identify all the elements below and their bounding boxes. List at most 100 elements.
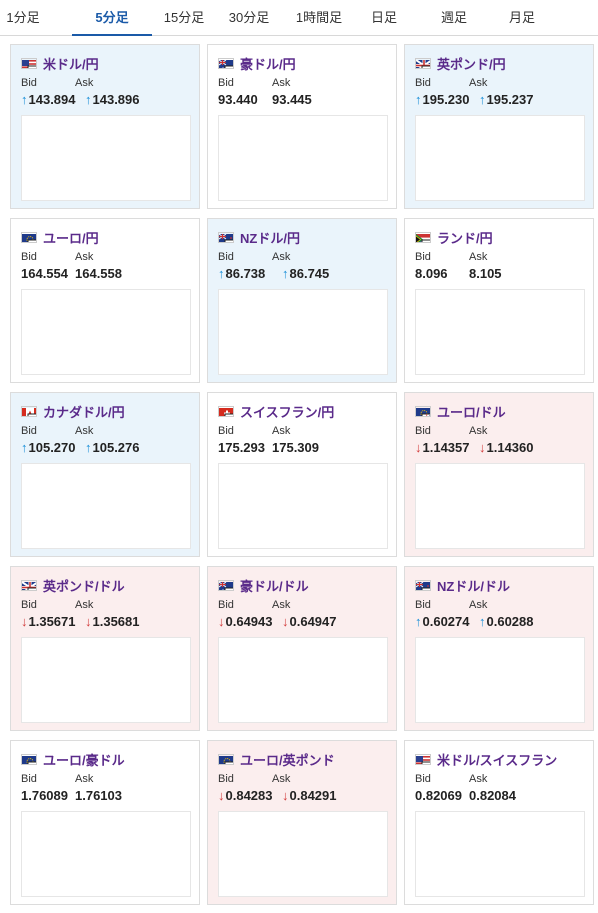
- ask-value: 1.76103: [75, 788, 122, 803]
- candlestick-chart[interactable]: [21, 637, 191, 723]
- candlestick-chart[interactable]: [415, 637, 585, 723]
- plot-frame: [224, 587, 233, 590]
- rate-card[interactable]: 0.84340.84320.8430.84289:4510:4511:45 ユーロ…: [207, 740, 397, 905]
- flag-us-icon: 0.82050.820.81959:4510:4511:45: [415, 753, 431, 765]
- flag-eu-icon: 0.84340.84320.8430.84289:4510:4511:45: [218, 753, 234, 765]
- tab-1時間足[interactable]: 1時間足: [295, 10, 343, 25]
- pair-title[interactable]: 164.6164.5164.49:4510:4511:45 ユーロ/円: [21, 229, 99, 246]
- tab-15分足[interactable]: 15分足: [163, 10, 205, 25]
- tab-1分足[interactable]: 1分足: [6, 10, 40, 25]
- pair-title[interactable]: 0.6510.659:4510:4511:45 豪ドル/ドル: [218, 577, 309, 594]
- pair-title[interactable]: 143.9143.8143.7143.69:4510:4511:45 米ドル/円: [21, 55, 99, 72]
- bid-number: 164.554: [21, 266, 68, 281]
- bid-label: Bid: [218, 773, 234, 785]
- ask-label: Ask: [469, 77, 488, 89]
- flag-za-icon: 8.118.19:4510:4511:45: [415, 231, 431, 243]
- plot-frame: [224, 761, 233, 764]
- pair-title[interactable]: 86.986.886.79:4510:4511:45 NZドル/円: [218, 229, 300, 246]
- candlestick-chart[interactable]: [218, 463, 388, 549]
- ask-number: 1.14360: [486, 440, 534, 455]
- rate-card[interactable]: 105.2105.11059:4510:4511:45 カナダドル/円 Bid Ask…: [10, 392, 200, 557]
- candlestick-chart[interactable]: [218, 637, 388, 723]
- pair-title[interactable]: 105.2105.11059:4510:4511:45 カナダドル/円: [21, 403, 125, 420]
- plot-frame: [224, 413, 233, 416]
- bid-label: Bid: [415, 425, 431, 437]
- bid-label: Bid: [415, 599, 431, 611]
- rate-card[interactable]: 8.118.19:4510:4511:45 ランド/円 Bid Ask 8.096 8.1…: [404, 218, 594, 383]
- arrow-up-icon: ↑: [282, 266, 289, 281]
- chart-svg: [416, 638, 586, 724]
- ask-number: 8.105: [469, 266, 502, 281]
- bid-number: 175.293: [218, 440, 265, 455]
- tab-月足[interactable]: 月足: [508, 10, 535, 25]
- rate-card[interactable]: 93.693.593.49:4510:4511:45 豪ドル/円 Bid Ask 93.…: [207, 44, 397, 209]
- candlestick-chart[interactable]: [415, 115, 585, 201]
- candlestick-chart[interactable]: [21, 115, 191, 201]
- rate-card[interactable]: 0.6510.659:4510:4511:45豪ドル/ドルBidAsk↓0.64…: [207, 566, 397, 731]
- rate-card[interactable]: 86.986.886.79:4510:4511:45NZドル/円BidAsk↑8…: [207, 218, 397, 383]
- ask-label: Ask: [469, 599, 488, 611]
- pair-name: 米ドル/円: [43, 56, 99, 72]
- chart-svg: [22, 464, 192, 550]
- pair-name: 米ドル/スイスフラン: [437, 752, 558, 768]
- rate-card[interactable]: 1.7611.761.7591.7589:4510:4511:45 ユーロ/豪ドル…: [10, 740, 200, 905]
- candlestick-chart[interactable]: [218, 115, 388, 201]
- flag-nz-icon: 0.6050.6040.6039:4510:4511:45: [415, 579, 431, 591]
- tab-週足[interactable]: 週足: [440, 10, 467, 25]
- candlestick-chart[interactable]: [218, 811, 388, 897]
- plot-frame: [421, 413, 430, 416]
- flag-eu-icon: 164.6164.5164.49:4510:4511:45: [21, 231, 37, 243]
- pair-title[interactable]: 0.84340.84320.8430.84289:4510:4511:45 ユーロ…: [218, 751, 335, 768]
- flag-au-icon: 93.693.593.49:4510:4511:45: [218, 57, 234, 69]
- ask-value: ↑0.60288: [479, 614, 534, 629]
- candlestick-chart[interactable]: [21, 463, 191, 549]
- bid-value: 175.293: [218, 440, 265, 455]
- arrow-down-icon: ↓: [479, 440, 486, 455]
- rate-card[interactable]: 164.6164.5164.49:4510:4511:45 ユーロ/円 Bid Ask…: [10, 218, 200, 383]
- arrow-down-icon: ↓: [218, 614, 225, 629]
- tab-30分足[interactable]: 30分足: [228, 10, 270, 25]
- chart-svg: [219, 290, 389, 376]
- ask-value: 175.309: [272, 440, 319, 455]
- ask-value: ↑143.896: [85, 92, 140, 107]
- candlestick-chart[interactable]: [415, 289, 585, 375]
- ask-number: 164.558: [75, 266, 122, 281]
- tab-5分足[interactable]: 5分足: [72, 0, 152, 36]
- pair-name: 英ポンド/ドル: [43, 578, 125, 594]
- rate-card[interactable]: 1.1451.1449:4510:4511:45ユーロ/ドルBidAsk↓1.1…: [404, 392, 594, 557]
- ask-number: 105.276: [92, 440, 140, 455]
- candlestick-chart[interactable]: [415, 463, 585, 549]
- rate-card[interactable]: 143.9143.8143.7143.69:4510:4511:45 米ドル/円 B…: [10, 44, 200, 209]
- pair-title[interactable]: 195.2195.1195194.99:4510:4511:45 英ポンド/円: [415, 55, 506, 72]
- pair-title[interactable]: 8.118.19:4510:4511:45 ランド/円: [415, 229, 493, 246]
- rate-card[interactable]: 195.2195.1195194.99:4510:4511:45 英ポンド/円 Bi…: [404, 44, 594, 209]
- pair-title[interactable]: 93.693.593.49:4510:4511:45 豪ドル/円: [218, 55, 296, 72]
- ask-label: Ask: [75, 77, 94, 89]
- ask-value: ↓0.84291: [282, 788, 337, 803]
- plot-frame: [27, 413, 36, 416]
- candlestick-chart[interactable]: [21, 289, 191, 375]
- pair-name: カナダドル/円: [43, 404, 125, 420]
- plot-frame: [27, 587, 36, 590]
- candlestick-chart[interactable]: [21, 811, 191, 897]
- arrow-up-icon: ↑: [218, 266, 225, 281]
- candlestick-chart[interactable]: [218, 289, 388, 375]
- pair-title[interactable]: 1.1451.1449:4510:4511:45 ユーロ/ドル: [415, 403, 506, 420]
- ask-value: ↓0.64947: [282, 614, 337, 629]
- bid-number: 1.35671: [28, 614, 76, 629]
- ask-label: Ask: [75, 251, 94, 263]
- ask-label: Ask: [75, 425, 94, 437]
- pair-title[interactable]: 1.7611.761.7591.7589:4510:4511:45 ユーロ/豪ドル: [21, 751, 125, 768]
- plot-frame: [421, 587, 430, 590]
- tab-日足[interactable]: 日足: [370, 10, 397, 25]
- candlestick-chart[interactable]: [415, 811, 585, 897]
- pair-title[interactable]: 0.6050.6040.6039:4510:4511:45 NZドル/ドル: [415, 577, 510, 594]
- pair-title[interactable]: 0.82050.820.81959:4510:4511:45 米ドル/スイスフラン: [415, 751, 558, 768]
- rate-card[interactable]: 0.6050.6040.6039:4510:4511:45 NZドル/ドル Bid A…: [404, 566, 594, 731]
- ask-number: 0.84291: [289, 788, 337, 803]
- rate-card[interactable]: 0.82050.820.81959:4510:4511:45 米ドル/スイスフラン…: [404, 740, 594, 905]
- pair-title[interactable]: 1.35851.3581.35751.3571.35659:4510:4511:…: [21, 577, 125, 594]
- rate-card[interactable]: 1.35851.3581.35751.3571.35659:4510:4511:…: [10, 566, 200, 731]
